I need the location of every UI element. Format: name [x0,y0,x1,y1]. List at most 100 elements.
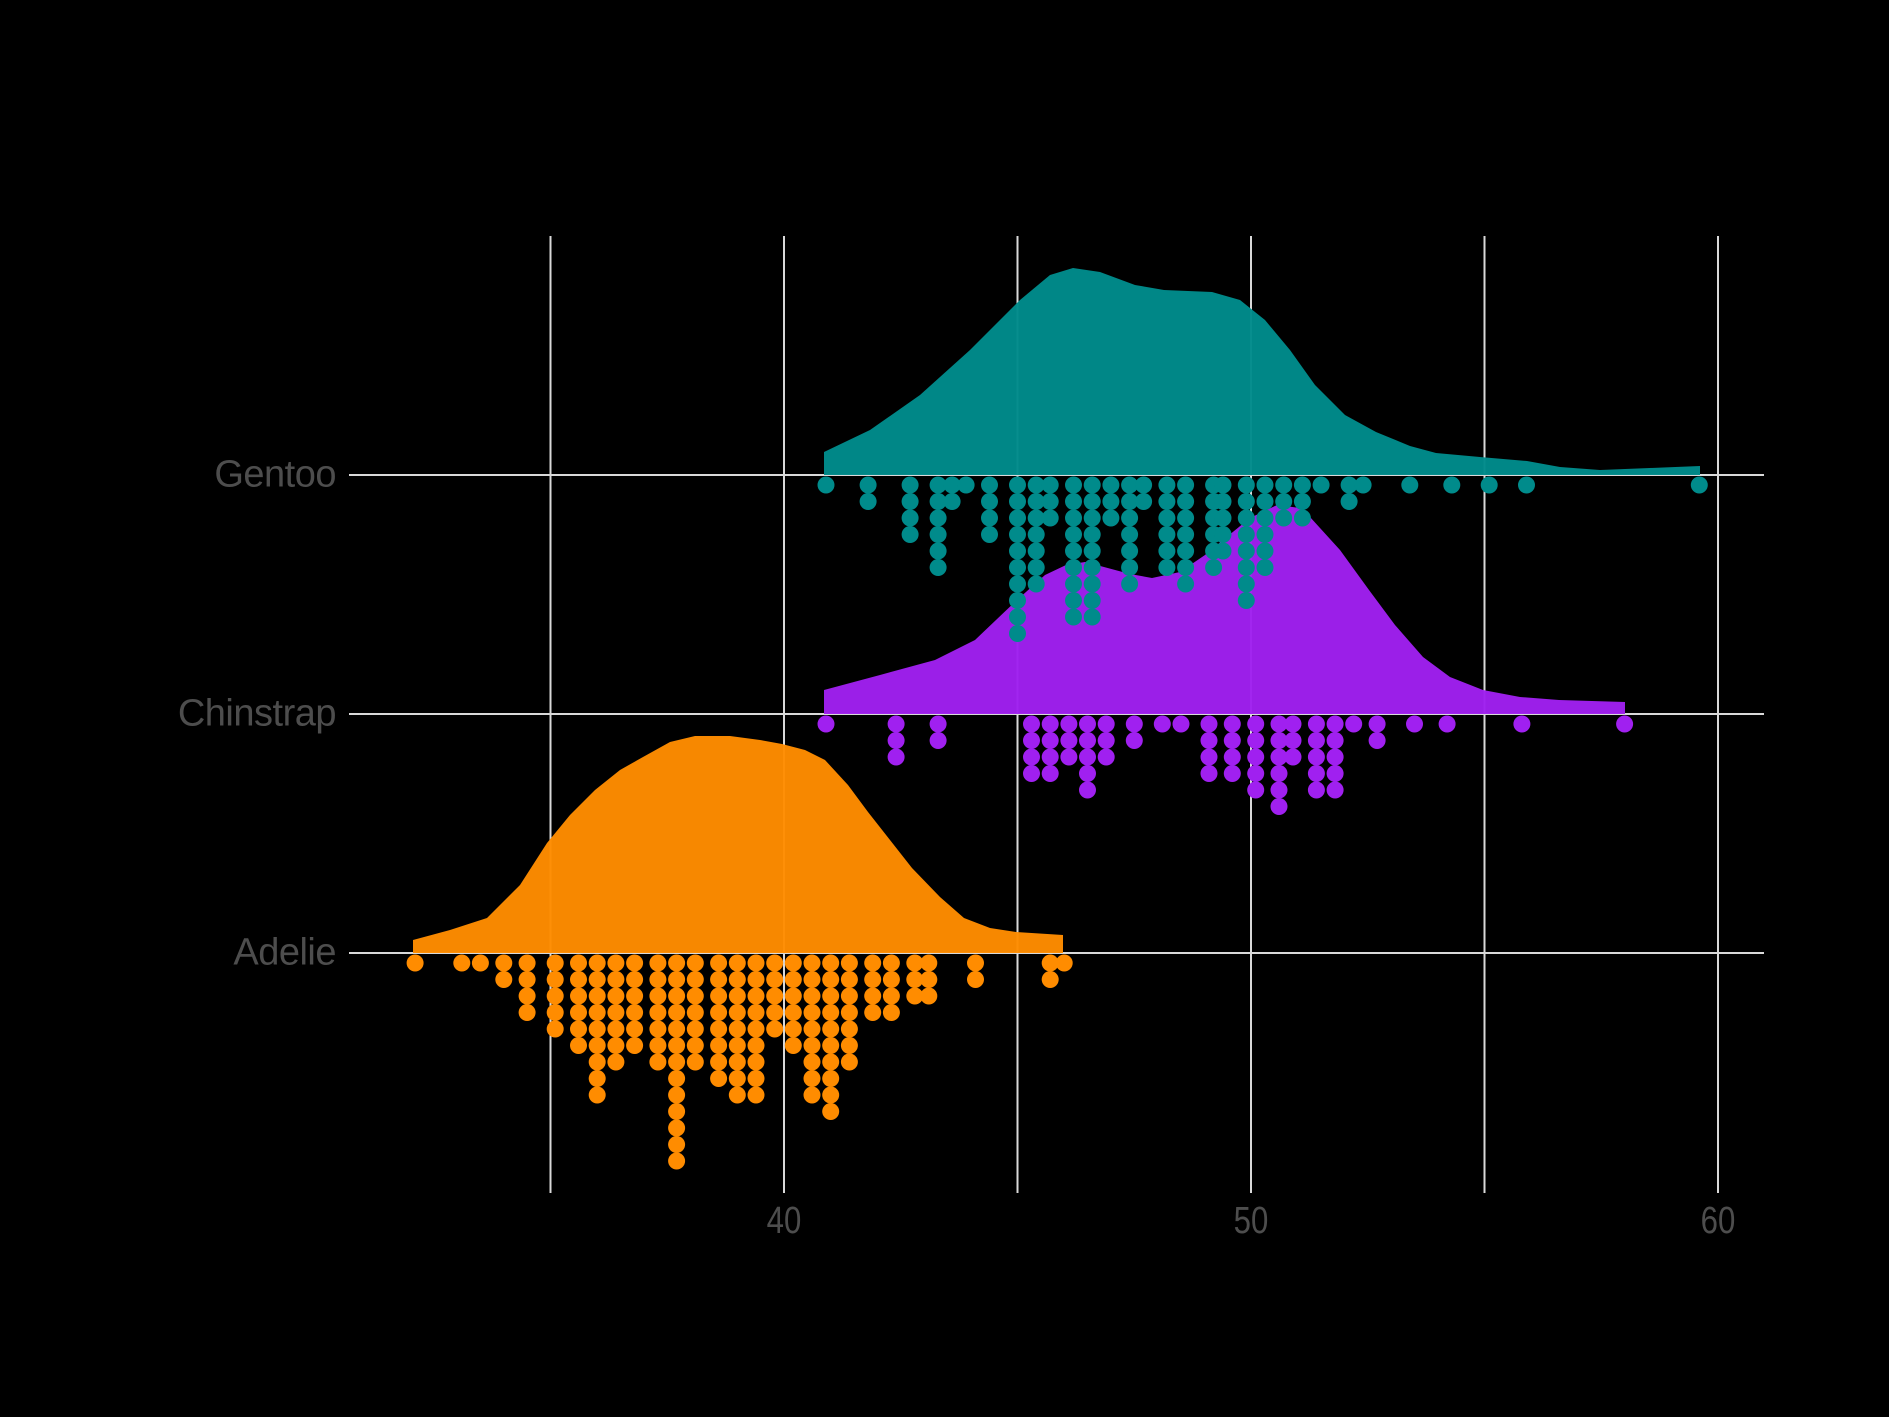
dots-gentoo [817,476,1708,642]
data-point [1214,509,1232,527]
data-point [1041,493,1059,510]
data-point [1009,592,1026,609]
data-point [943,476,961,494]
data-point [1293,493,1311,510]
data-point [887,732,905,749]
data-point [1041,509,1059,527]
data-point [822,1004,840,1021]
data-point [649,987,667,1005]
data-point [1307,748,1325,766]
data-point [1065,608,1082,626]
x-label-40: 40 [766,1200,802,1242]
data-point [859,493,877,510]
data-point [864,971,882,988]
data-point [1270,715,1288,733]
data-point [1237,476,1255,494]
data-point [822,954,840,972]
data-point [1158,493,1176,510]
data-point [1121,575,1139,593]
data-point [728,1004,746,1021]
data-point [1009,608,1026,626]
data-point [901,526,919,543]
data-point [1177,509,1195,527]
data-point [747,954,765,972]
data-point [710,987,728,1005]
y-label-adelie: Adelie [233,931,336,974]
data-point [1616,715,1634,733]
data-point [1027,526,1045,543]
data-point [929,476,947,494]
data-point [840,987,858,1005]
data-point [929,509,947,527]
data-point [901,509,919,527]
data-point [668,1020,686,1038]
data-point [747,1037,765,1054]
data-point [882,987,900,1005]
data-point [728,1020,746,1038]
data-point [840,1004,858,1021]
data-point [1079,715,1096,733]
data-point [920,954,938,972]
data-point [1270,748,1288,766]
data-point [626,971,644,988]
data-point [1200,765,1218,782]
data-point [1270,781,1288,799]
data-point [1065,575,1082,593]
data-point [840,1053,858,1071]
data-point [1023,732,1040,749]
data-point [766,987,784,1005]
data-point [588,954,606,972]
data-point [1480,476,1498,494]
data-point [822,987,840,1005]
data-point [784,987,802,1005]
data-point [822,1070,840,1087]
data-point [1083,493,1101,510]
data-point [1121,559,1139,576]
data-point [1177,476,1195,494]
data-point [1065,542,1082,560]
data-point [607,971,625,988]
data-point [1009,542,1026,560]
data-point [1513,715,1531,733]
data-point [649,1020,667,1038]
data-point [728,954,746,972]
data-point [967,971,984,988]
data-point [1307,781,1325,799]
data-point [710,1037,728,1054]
data-point [906,954,924,972]
data-point [1009,526,1026,543]
data-point [1097,748,1115,766]
data-point [518,954,536,972]
data-point [570,1037,587,1054]
data-point [1083,476,1101,494]
data-point [1102,509,1120,527]
data-point [929,715,947,733]
density-gentoo [824,268,1700,475]
data-point [1326,715,1344,733]
data-point [822,1053,840,1071]
data-point [518,971,536,988]
data-point [784,1020,802,1038]
data-point [1060,715,1078,733]
data-point [1097,715,1115,733]
density-chinstrap [824,505,1625,714]
data-point [882,954,900,972]
data-point [1223,765,1241,782]
dot-rain [406,476,1708,1170]
data-point [1518,476,1535,494]
data-point [1158,542,1176,560]
data-point [981,509,998,527]
data-point [840,1037,858,1054]
data-point [1041,732,1059,749]
data-point [1247,748,1265,766]
data-point [864,954,882,972]
data-point [588,1053,606,1071]
data-point [822,1103,840,1120]
data-point [710,971,728,988]
data-point [686,954,704,972]
data-point [1121,493,1139,510]
data-point [1158,509,1176,527]
data-point [1060,748,1078,766]
data-point [747,1070,765,1087]
